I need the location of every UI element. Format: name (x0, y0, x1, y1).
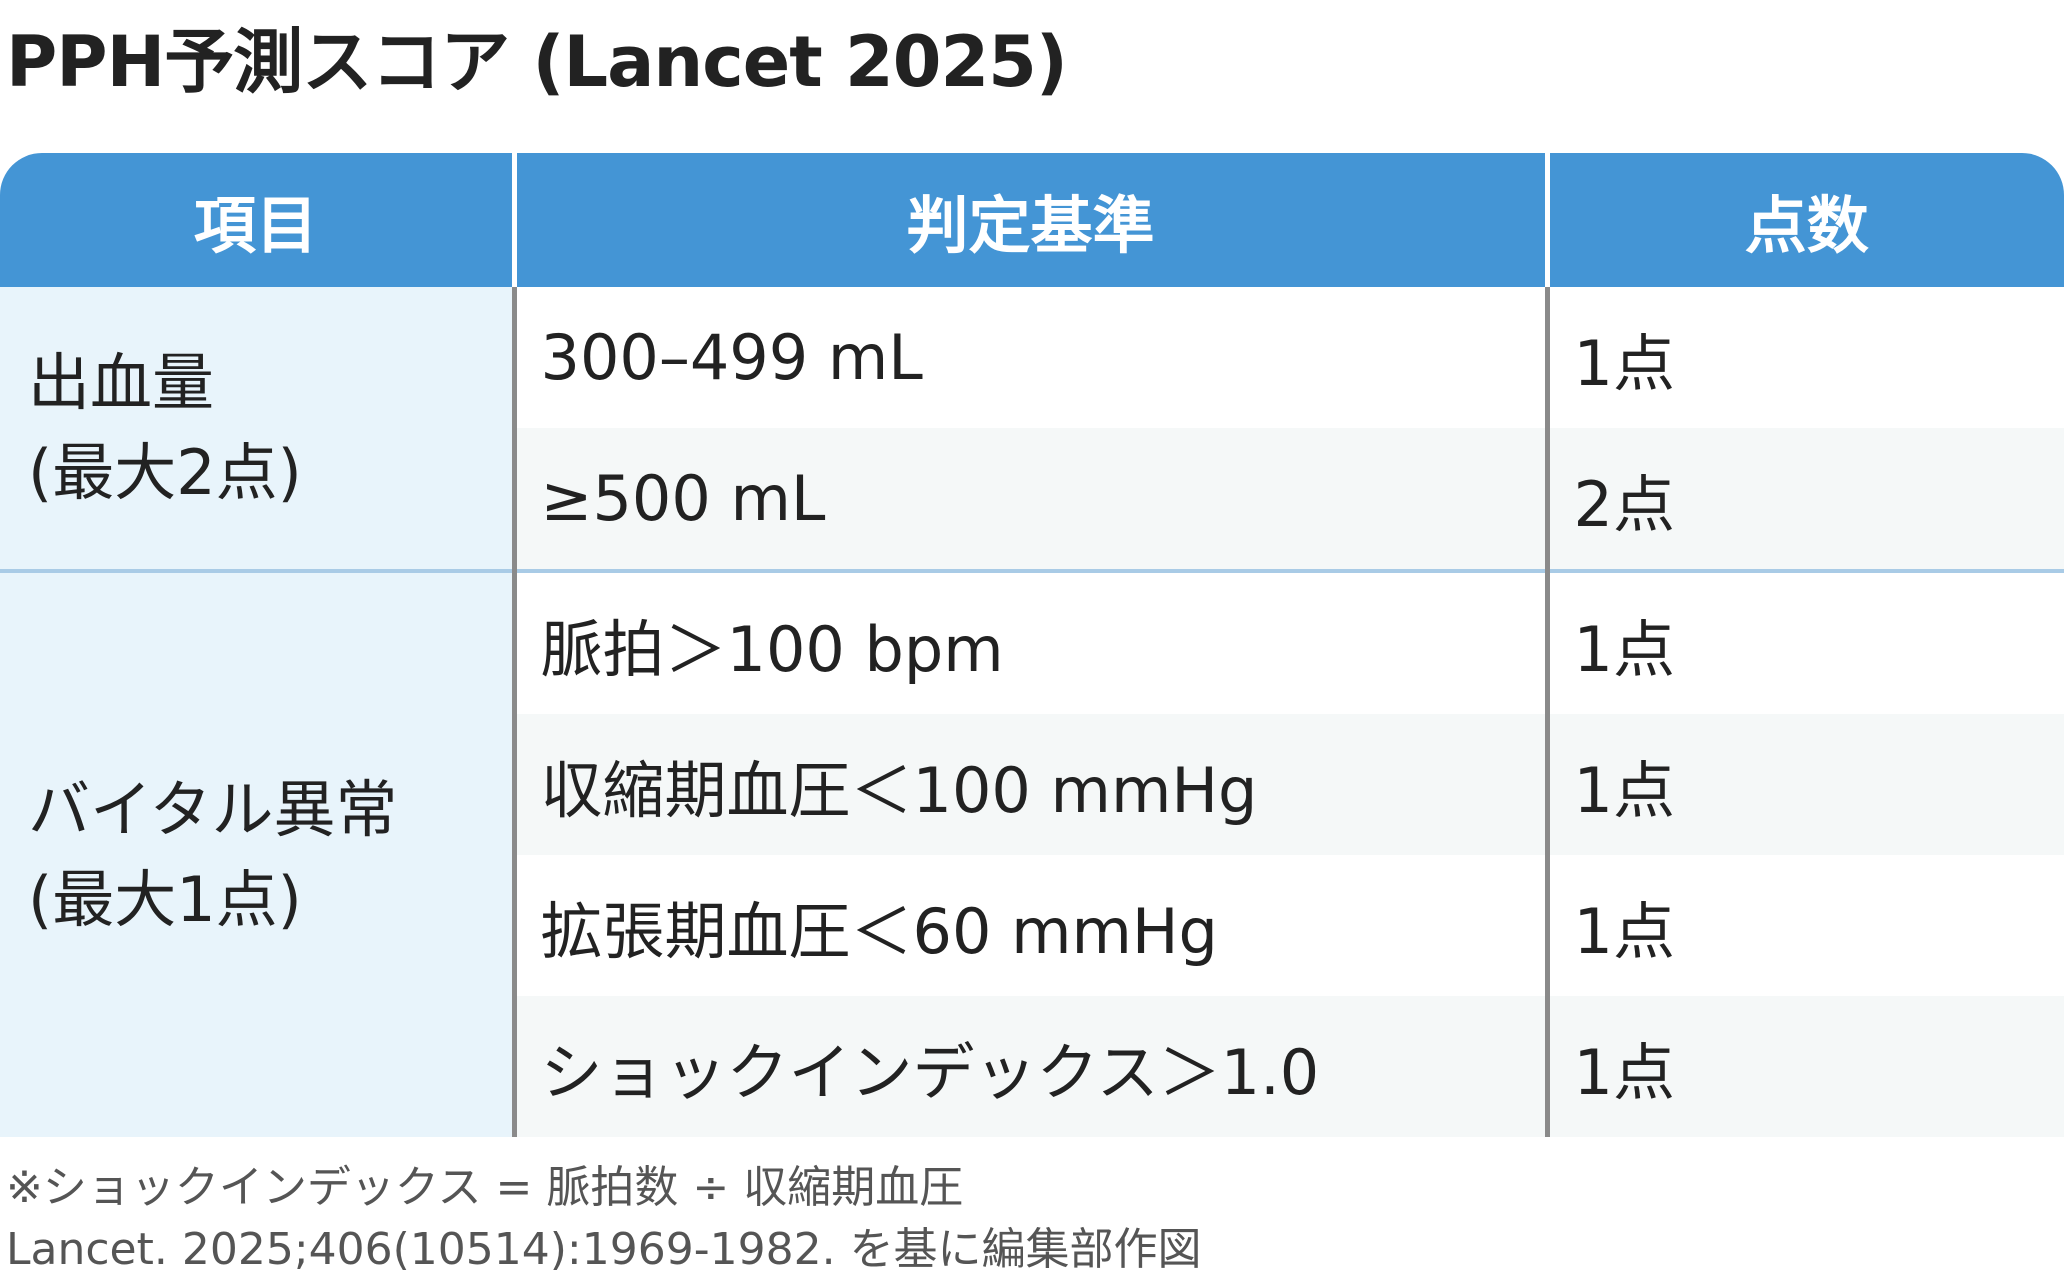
criterion-cell: 収縮期血圧＜100 mmHg (511, 714, 1547, 855)
criterion-cell: ≥500 mL (511, 428, 1547, 571)
table-row: ≥500 mL 2点 (0, 428, 2064, 571)
criterion-cell: ショックインデックス＞1.0 (511, 996, 1547, 1137)
table-row: 出血量 (最大2点) 300–499 mL 1点 (0, 287, 2064, 571)
category-cell-bleeding: 出血量 (最大2点) (0, 287, 514, 571)
column-header-item: 項目 (0, 153, 514, 287)
pph-score-table: 項目 判定基準 点数 出血量 (最大2点) 300–499 mL 1点 ≥500… (0, 153, 2064, 1137)
table-row: 収縮期血圧＜100 mmHg 1点 (0, 714, 2064, 855)
column-header-points: 点数 (1544, 153, 2064, 287)
footnote-shock-index: ※ショックインデックス = 脈拍数 ÷ 収縮期血圧 (6, 1162, 964, 1213)
points-cell: 1点 (1544, 996, 2064, 1137)
category-label: バイタル異常 (28, 773, 398, 846)
criterion-cell: 拡張期血圧＜60 mmHg (511, 855, 1547, 996)
category-max-points: (最大2点) (28, 436, 302, 509)
table-row: ショックインデックス＞1.0 1点 (0, 996, 2064, 1137)
table-row: 拡張期血圧＜60 mmHg 1点 (0, 855, 2064, 996)
table-header-row: 項目 判定基準 点数 (0, 153, 2064, 287)
page-title: PPH予測スコア (Lancet 2025) (6, 21, 1068, 103)
footnote-citation: Lancet. 2025;406(10514):1969-1982. を基に編集… (6, 1224, 1202, 1275)
category-label: 出血量 (28, 346, 215, 419)
criterion-cell: 300–499 mL (511, 287, 1547, 428)
points-cell: 1点 (1544, 287, 2064, 428)
category-cell-vital-abnormality: バイタル異常 (最大1点) (0, 569, 514, 1137)
points-cell: 1点 (1544, 855, 2064, 996)
column-header-criteria: 判定基準 (511, 153, 1547, 287)
criterion-cell: 脈拍＞100 bpm (511, 569, 1547, 714)
points-cell: 1点 (1544, 714, 2064, 855)
category-max-points: (最大1点) (28, 863, 302, 936)
table-row: バイタル異常 (最大1点) 脈拍＞100 bpm 1点 (0, 569, 2064, 1137)
points-cell: 1点 (1544, 569, 2064, 714)
points-cell: 2点 (1544, 428, 2064, 571)
